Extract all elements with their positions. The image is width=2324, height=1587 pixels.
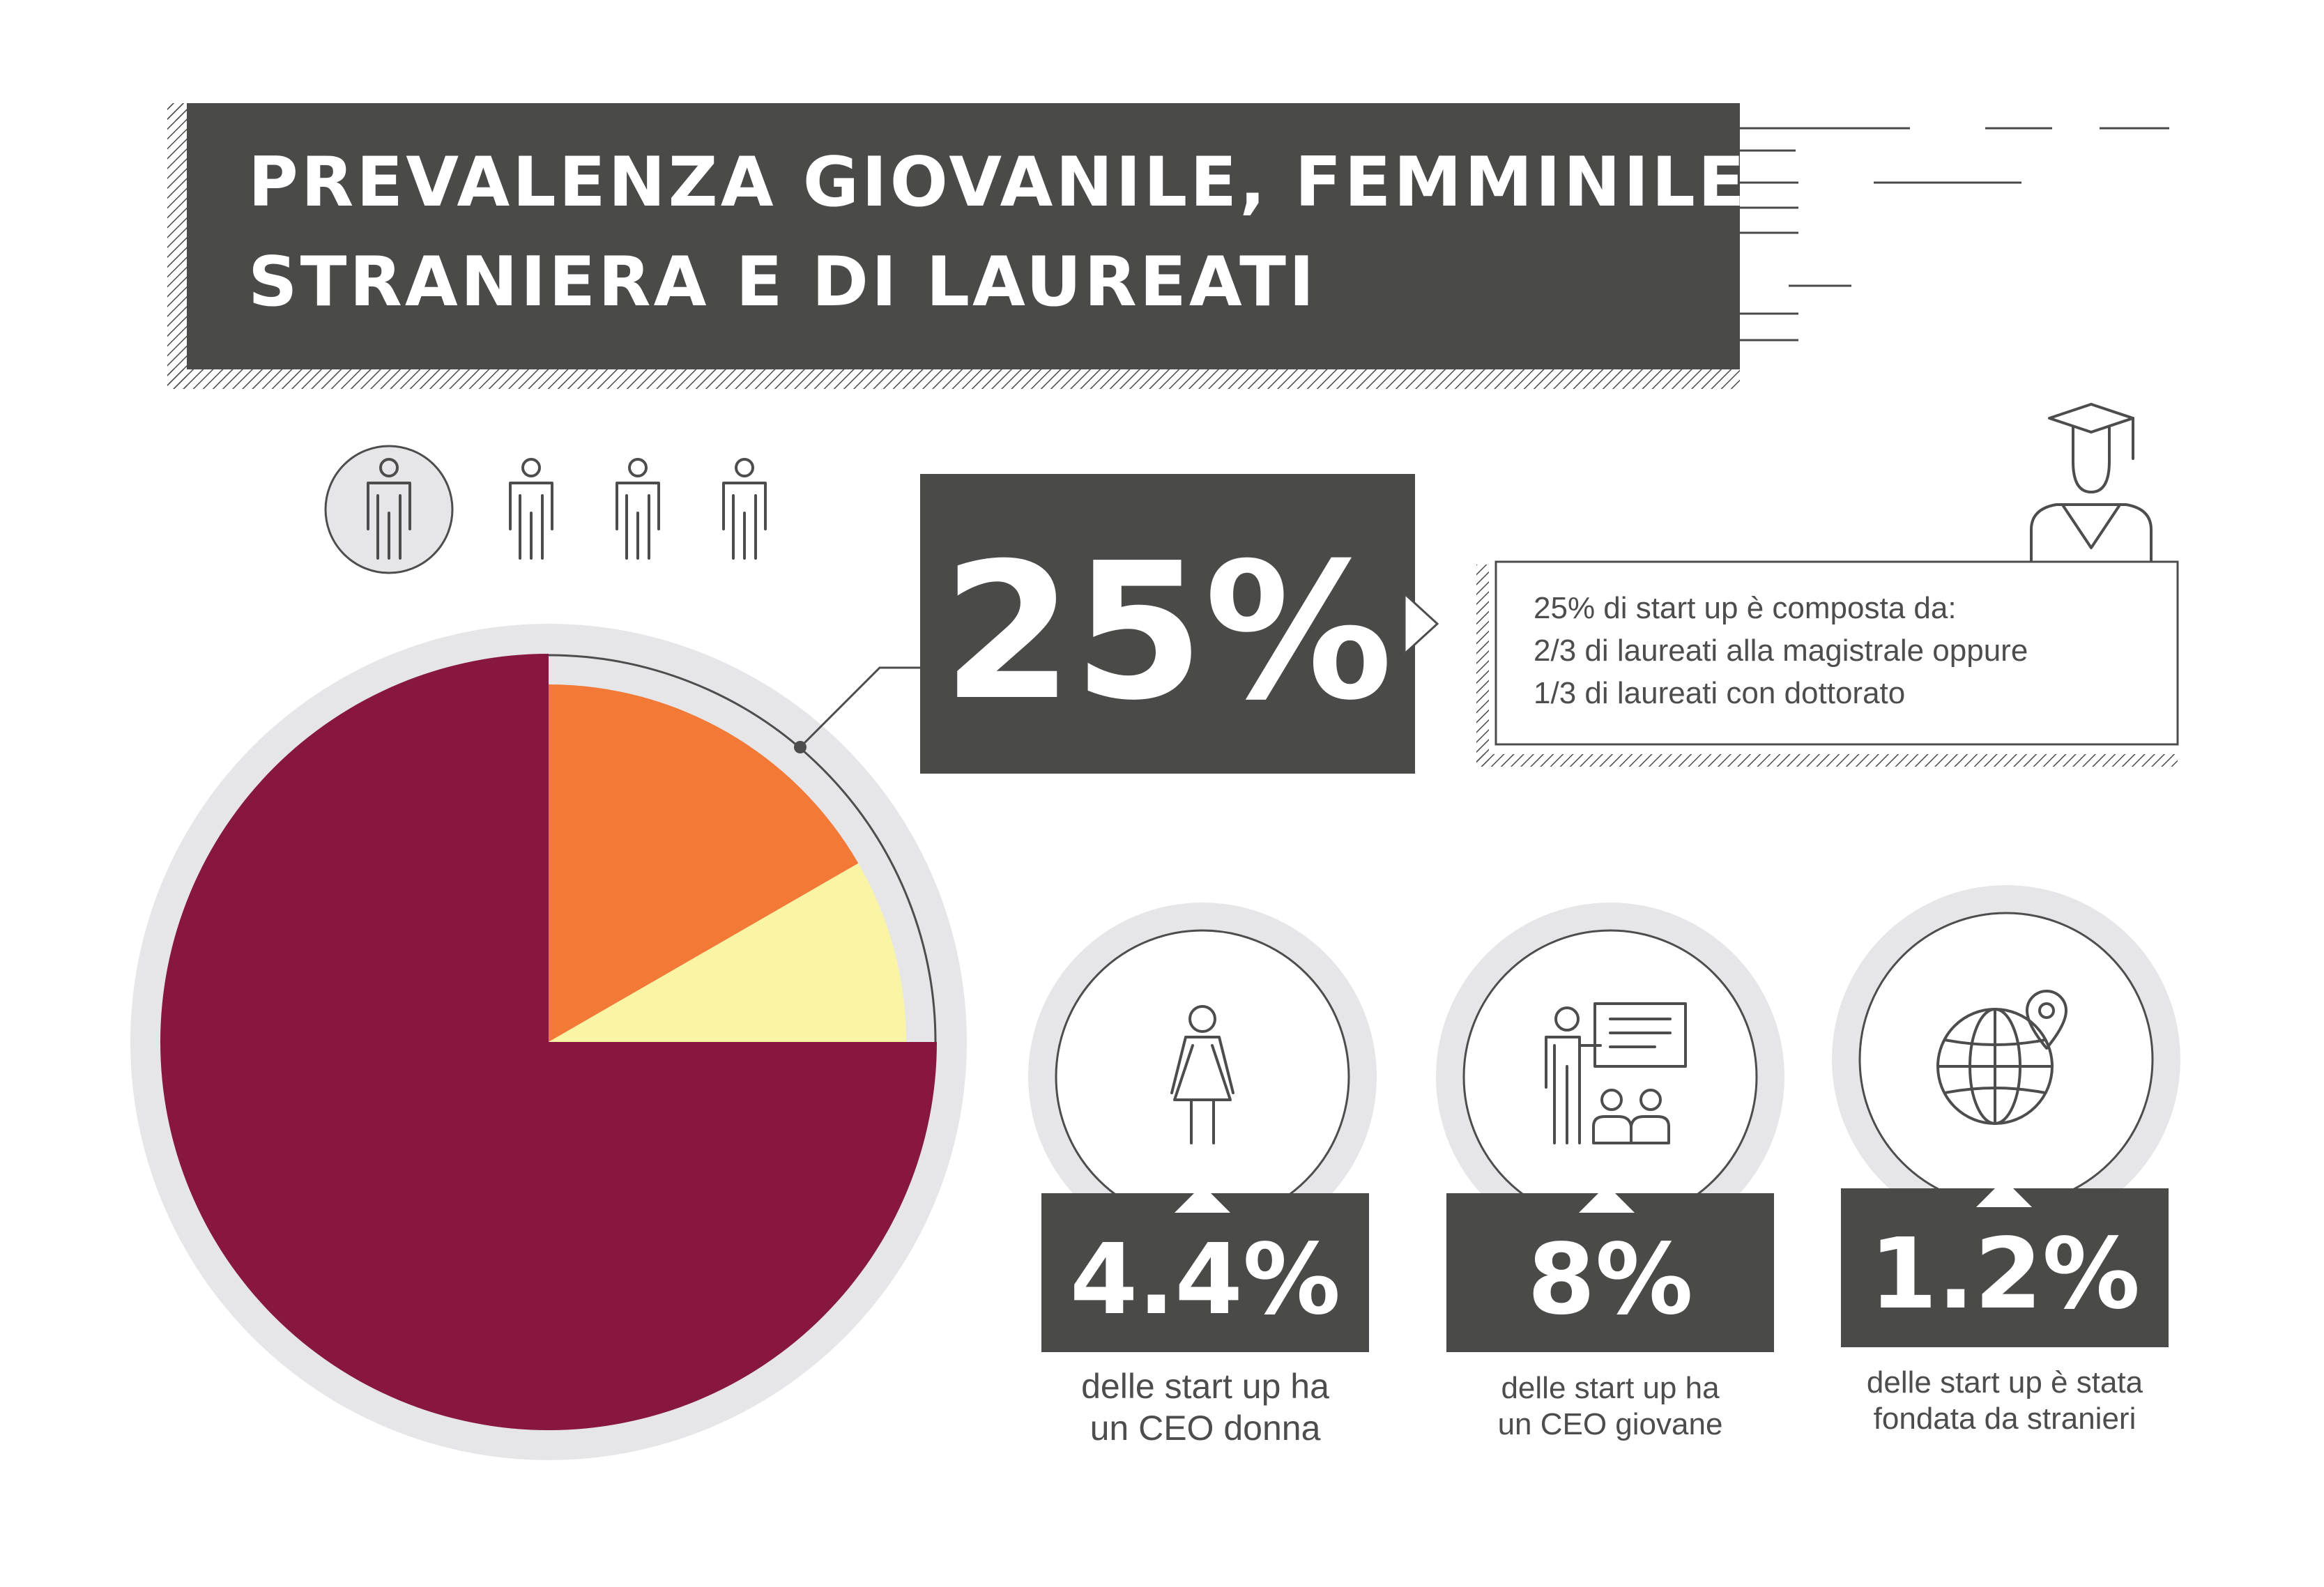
stat-caption-line1: delle start up ha <box>1501 1371 1720 1405</box>
stat-pointer <box>1976 1179 2032 1207</box>
desc-line1: 25% di start up è composta da: <box>1534 591 1957 625</box>
stat-ceo-giovane: 8% delle start up ha un CEO giovane <box>1436 903 1784 1441</box>
desc-hatch-bottom <box>1476 754 2178 767</box>
stat-ceo-donna: 4.4% delle start up ha un CEO donna <box>1028 903 1377 1448</box>
desc-line2: 2/3 di laureati alla magistrale oppure <box>1534 634 2028 668</box>
graduate-icon <box>2030 403 2153 563</box>
teacher-presentation-icon <box>1545 1002 1687 1144</box>
desc-hatch-left <box>1476 565 1489 767</box>
woman-icon <box>1170 1005 1234 1144</box>
stat-box <box>1041 1193 1369 1352</box>
stat-caption-line2: un CEO giovane <box>1498 1407 1723 1441</box>
pie-slices <box>160 654 937 1430</box>
highlight-value: 25% <box>942 522 1393 742</box>
stat-inner-circle <box>1462 929 1758 1225</box>
highlight-box <box>920 474 1415 774</box>
person-icon <box>509 458 553 560</box>
header-hatch-left <box>167 103 187 389</box>
stat-value: 1.2% <box>1870 1218 2140 1331</box>
stat-pointer <box>1579 1185 1635 1213</box>
person-icon <box>722 458 767 560</box>
globe-location-icon <box>1936 990 2067 1125</box>
callout-arrow <box>1403 591 1439 657</box>
stat-fondata-stranieri: 1.2% delle start up è stata fondata da s… <box>1832 885 2180 1436</box>
pie-slice-2 <box>549 863 906 1042</box>
stat-caption-line2: fondata da stranieri <box>1874 1402 2136 1436</box>
stat-caption-line1: delle start up ha <box>1081 1367 1329 1406</box>
highlight-callout: 25% <box>920 474 1439 774</box>
stat-box <box>1841 1188 2169 1347</box>
stat-inner-circle <box>1055 929 1350 1225</box>
stat-inner-circle <box>1858 912 2154 1207</box>
callout-dot <box>794 741 806 753</box>
callout-connector <box>799 666 920 749</box>
stat-value: 4.4% <box>1070 1223 1340 1337</box>
stat-caption-line2: un CEO donna <box>1090 1409 1321 1448</box>
desc-line3: 1/3 di laureati con dottorato <box>1534 676 1905 710</box>
decorative-lines <box>1740 127 2169 342</box>
header-box <box>187 103 1740 369</box>
stat-value: 8% <box>1527 1223 1693 1337</box>
highlight-circle <box>324 445 454 574</box>
desc-box <box>1494 560 2179 746</box>
header-hatch-bottom <box>167 369 1740 389</box>
stat-caption-line1: delle start up è stata <box>1867 1365 2143 1400</box>
stat-pointer <box>1175 1185 1230 1213</box>
pie-slice-1 <box>549 684 859 1042</box>
highlight-description: 25% di start up è composta da: 2/3 di la… <box>1476 560 2179 767</box>
person-icon <box>367 458 411 560</box>
header-title-line1: PREVALENZA GIOVANILE, FEMMINILE, <box>248 143 1776 222</box>
header-title-line2: STRANIERA E DI LAUREATI <box>248 243 1317 322</box>
people-icons <box>324 445 767 574</box>
pie-chart <box>130 624 967 1460</box>
pie-slice-3 <box>160 654 937 1430</box>
header-banner: PREVALENZA GIOVANILE, FEMMINILE, STRANIE… <box>167 103 1776 389</box>
stat-box <box>1446 1193 1774 1352</box>
person-icon <box>616 458 660 560</box>
